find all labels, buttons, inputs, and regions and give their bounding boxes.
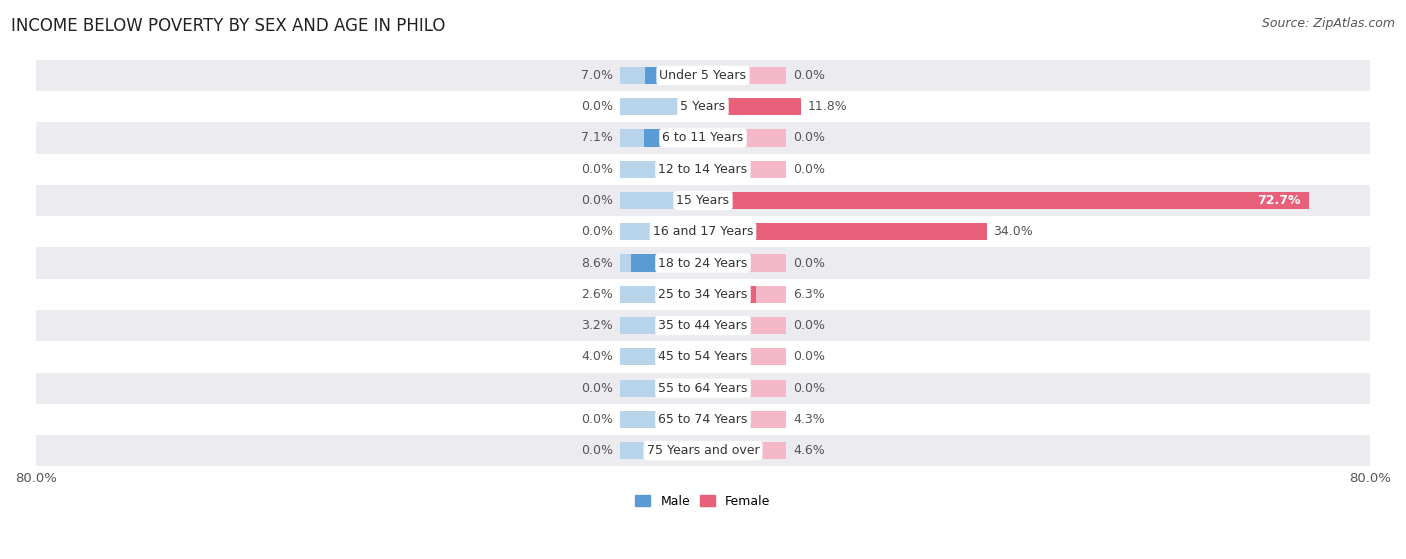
Bar xyxy=(37,404,1369,435)
Bar xyxy=(37,122,1369,154)
Bar xyxy=(620,160,703,178)
Bar xyxy=(37,279,1369,310)
Bar xyxy=(620,348,703,366)
Bar xyxy=(620,411,703,428)
Text: 16 and 17 Years: 16 and 17 Years xyxy=(652,225,754,238)
Bar xyxy=(682,286,703,303)
Bar xyxy=(631,254,703,272)
Bar xyxy=(703,317,786,334)
Bar xyxy=(703,223,987,240)
Text: 4.3%: 4.3% xyxy=(793,413,825,426)
Text: 65 to 74 Years: 65 to 74 Years xyxy=(658,413,748,426)
Bar xyxy=(37,154,1369,185)
Bar xyxy=(620,254,703,272)
Bar xyxy=(703,254,786,272)
Legend: Male, Female: Male, Female xyxy=(630,490,776,513)
Text: 15 Years: 15 Years xyxy=(676,194,730,207)
Text: 6.3%: 6.3% xyxy=(793,288,825,301)
Text: 11.8%: 11.8% xyxy=(808,100,848,113)
Bar xyxy=(703,192,1309,209)
Text: 0.0%: 0.0% xyxy=(793,131,825,144)
Text: 0.0%: 0.0% xyxy=(581,444,613,457)
Text: 0.0%: 0.0% xyxy=(793,69,825,82)
Text: 0.0%: 0.0% xyxy=(793,257,825,269)
Text: 5 Years: 5 Years xyxy=(681,100,725,113)
Bar xyxy=(676,317,703,334)
Bar xyxy=(703,160,786,178)
Text: Under 5 Years: Under 5 Years xyxy=(659,69,747,82)
Text: 0.0%: 0.0% xyxy=(793,350,825,363)
Bar xyxy=(37,216,1369,248)
Bar xyxy=(644,129,703,146)
Text: 4.0%: 4.0% xyxy=(581,350,613,363)
Text: 0.0%: 0.0% xyxy=(581,194,613,207)
Text: 2.6%: 2.6% xyxy=(581,288,613,301)
Bar xyxy=(703,98,801,115)
Text: 72.7%: 72.7% xyxy=(1257,194,1301,207)
Text: 35 to 44 Years: 35 to 44 Years xyxy=(658,319,748,332)
Bar xyxy=(703,286,786,303)
Bar xyxy=(37,435,1369,466)
Text: 34.0%: 34.0% xyxy=(993,225,1033,238)
Bar xyxy=(620,192,703,209)
Bar xyxy=(703,348,786,366)
Text: 0.0%: 0.0% xyxy=(793,319,825,332)
Bar xyxy=(37,91,1369,122)
Bar xyxy=(620,380,703,397)
Bar xyxy=(620,286,703,303)
Bar xyxy=(37,60,1369,91)
Text: 0.0%: 0.0% xyxy=(581,382,613,395)
Bar xyxy=(703,129,786,146)
Bar xyxy=(703,442,786,459)
Text: Source: ZipAtlas.com: Source: ZipAtlas.com xyxy=(1261,17,1395,30)
Bar xyxy=(703,442,741,459)
Bar xyxy=(669,348,703,366)
Bar xyxy=(703,67,786,84)
Text: 18 to 24 Years: 18 to 24 Years xyxy=(658,257,748,269)
Text: 0.0%: 0.0% xyxy=(581,413,613,426)
Bar xyxy=(37,341,1369,372)
Bar xyxy=(620,223,703,240)
Text: 25 to 34 Years: 25 to 34 Years xyxy=(658,288,748,301)
Text: 0.0%: 0.0% xyxy=(793,382,825,395)
Bar xyxy=(703,411,740,428)
Text: 0.0%: 0.0% xyxy=(581,163,613,176)
Text: 6 to 11 Years: 6 to 11 Years xyxy=(662,131,744,144)
Bar xyxy=(703,380,786,397)
Text: 4.6%: 4.6% xyxy=(793,444,825,457)
Bar xyxy=(37,310,1369,341)
Bar xyxy=(37,185,1369,216)
Bar xyxy=(620,129,703,146)
Bar xyxy=(703,223,987,240)
Text: 45 to 54 Years: 45 to 54 Years xyxy=(658,350,748,363)
Text: 7.1%: 7.1% xyxy=(581,131,613,144)
Bar xyxy=(703,411,786,428)
Bar xyxy=(37,248,1369,279)
Text: 55 to 64 Years: 55 to 64 Years xyxy=(658,382,748,395)
Bar xyxy=(620,67,703,84)
Bar xyxy=(620,98,703,115)
Text: 0.0%: 0.0% xyxy=(581,100,613,113)
Bar xyxy=(703,98,801,115)
Bar xyxy=(620,442,703,459)
Bar xyxy=(37,372,1369,404)
Bar xyxy=(703,192,1309,209)
Text: 75 Years and over: 75 Years and over xyxy=(647,444,759,457)
Text: 12 to 14 Years: 12 to 14 Years xyxy=(658,163,748,176)
Bar xyxy=(703,286,755,303)
Text: 0.0%: 0.0% xyxy=(581,225,613,238)
Bar xyxy=(644,67,703,84)
Text: INCOME BELOW POVERTY BY SEX AND AGE IN PHILO: INCOME BELOW POVERTY BY SEX AND AGE IN P… xyxy=(11,17,446,35)
Bar xyxy=(620,317,703,334)
Text: 3.2%: 3.2% xyxy=(581,319,613,332)
Text: 0.0%: 0.0% xyxy=(793,163,825,176)
Text: 7.0%: 7.0% xyxy=(581,69,613,82)
Text: 8.6%: 8.6% xyxy=(581,257,613,269)
